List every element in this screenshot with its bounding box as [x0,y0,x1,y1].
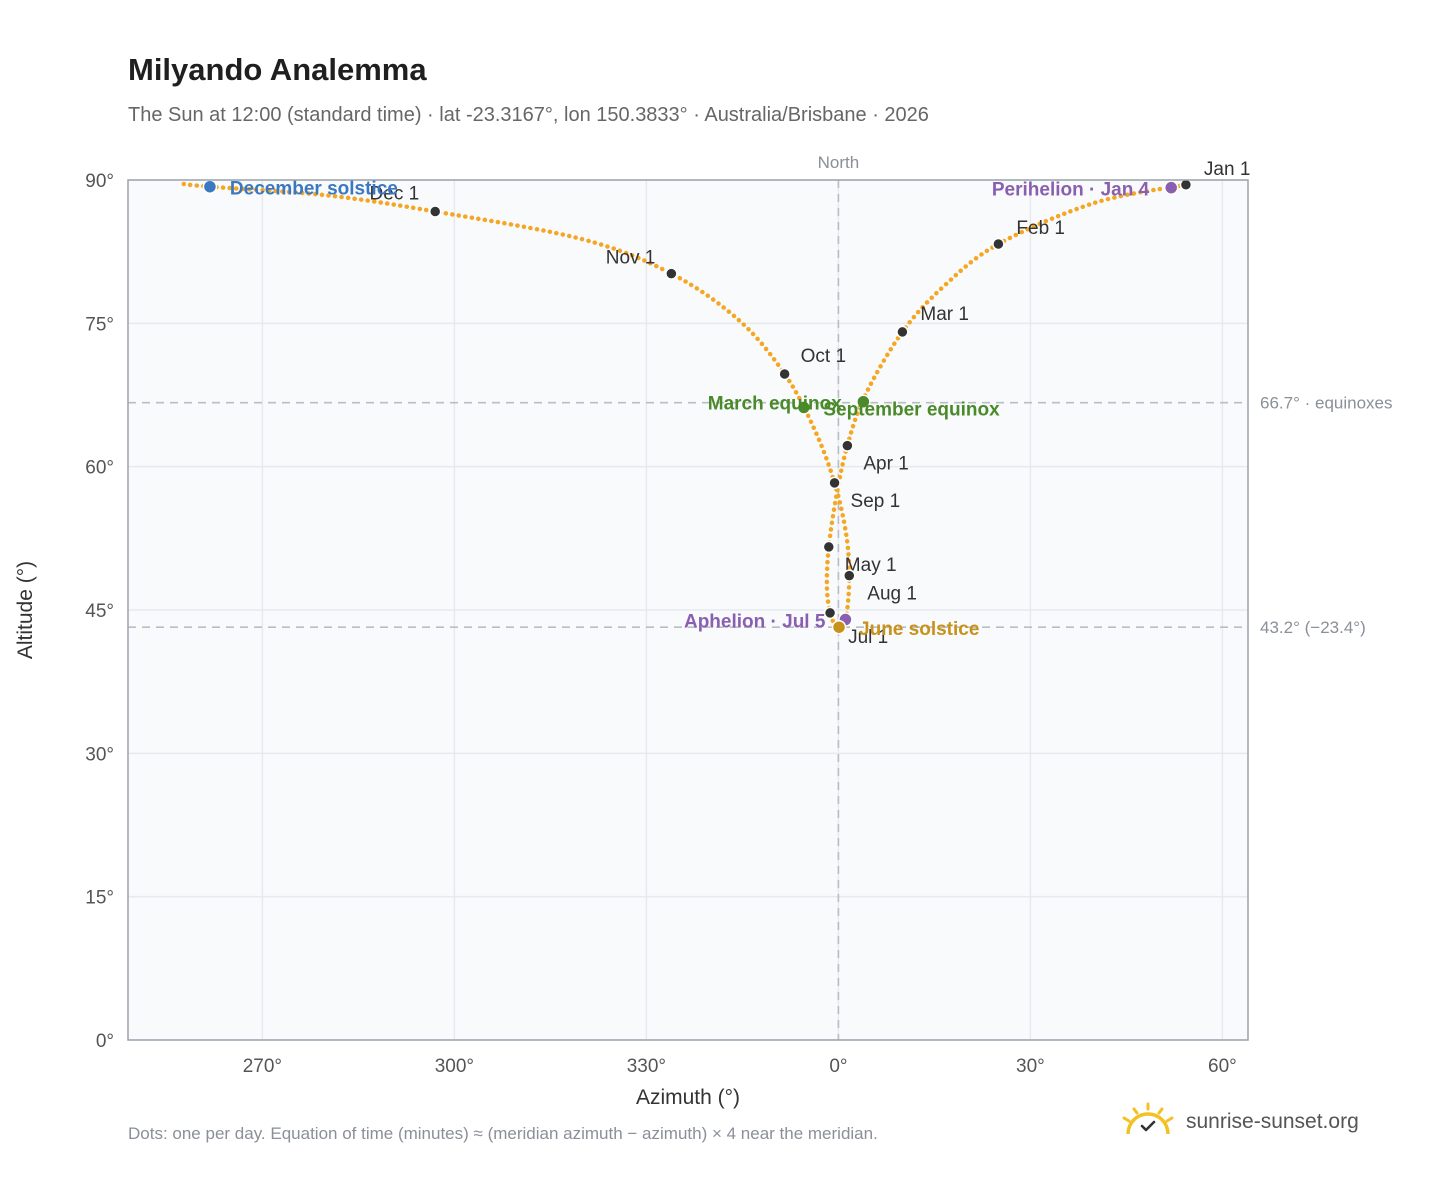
month-marker [1179,178,1193,192]
y-axis-label: Altitude (°) [14,561,37,659]
month-label: Jan 1 [1204,159,1250,180]
x-tick-label: 330° [627,1056,666,1077]
y-tick-label: 30° [85,744,114,765]
month-marker [428,205,442,218]
month-label: Dec 1 [370,184,420,205]
month-label: May 1 [845,555,897,576]
brand[interactable]: sunrise-sunset.org [1120,1102,1359,1142]
sunrise-logo-icon [1120,1102,1176,1143]
x-tick-label: 0° [829,1056,847,1077]
month-label: Aug 1 [867,584,917,605]
brand-name: sunrise-sunset.org [1186,1110,1359,1133]
plot-frame [127,179,1249,1041]
axis-ticks: 270° 300° 330° 0° 30° 60° 0° 15° 30° 45° 60° 75° 90° [85,171,1237,1077]
chart-title: Milyando Analemma [128,52,427,87]
event-label: December solstice [230,179,398,200]
event-marker [856,394,871,409]
month-marker [665,267,678,280]
month-label: Apr 1 [863,454,908,475]
x-tick-label: 60° [1208,1056,1237,1077]
reference-line-label: 43.2° (−23.4°) [1260,618,1366,637]
y-tick-label: 45° [85,601,114,622]
event-marker [831,619,847,635]
month-marker [823,606,837,620]
month-marker [778,367,791,381]
markers: Jan 1 Feb 1 Mar 1 Apr 1 May 1 Jul 1 Aug 1 Sep 1… [202,159,1250,648]
x-tick-label: 270° [243,1056,282,1077]
y-tick-label: 90° [85,171,114,192]
reference-lines: 66.7° · equinoxes 43.2° (−23.4°) [128,394,1393,637]
month-marker [896,325,909,339]
reference-line-label: 66.7° · equinoxes [1260,394,1393,413]
month-label: Oct 1 [801,346,846,367]
event-label: June solstice [859,619,979,640]
y-tick-label: 15° [85,888,114,909]
x-axis-label: Azimuth (°) [636,1086,740,1109]
footnote: Dots: one per day. Equation of time (min… [128,1124,878,1143]
event-marker [1163,180,1179,195]
y-tick-label: 0° [96,1031,114,1052]
event-marker [796,400,812,415]
event-marker [202,179,218,194]
month-label: Nov 1 [606,248,656,269]
y-tick-label: 60° [85,458,114,479]
event-label: March equinox [708,393,843,414]
x-tick-label: 30° [1016,1056,1045,1077]
month-marker [828,476,841,490]
event-label: Aphelion · Jul 5 [684,612,826,633]
chart-subtitle: The Sun at 12:00 (standard time) · lat -… [128,104,929,126]
month-marker [822,540,836,554]
month-label: Sep 1 [851,491,901,512]
month-marker [843,569,856,582]
x-tick-label: 300° [435,1056,474,1077]
month-marker [992,237,1005,251]
event-label: September equinox [823,400,1000,421]
month-label: Jul 1 [848,627,888,648]
month-marker [841,439,854,452]
event-label: Perihelion · Jan 4 [992,180,1150,201]
north-label: North [818,153,860,172]
month-label: Feb 1 [1016,218,1065,239]
north-line: North [818,153,860,1040]
month-label: Mar 1 [920,304,969,325]
y-tick-label: 75° [85,314,114,335]
